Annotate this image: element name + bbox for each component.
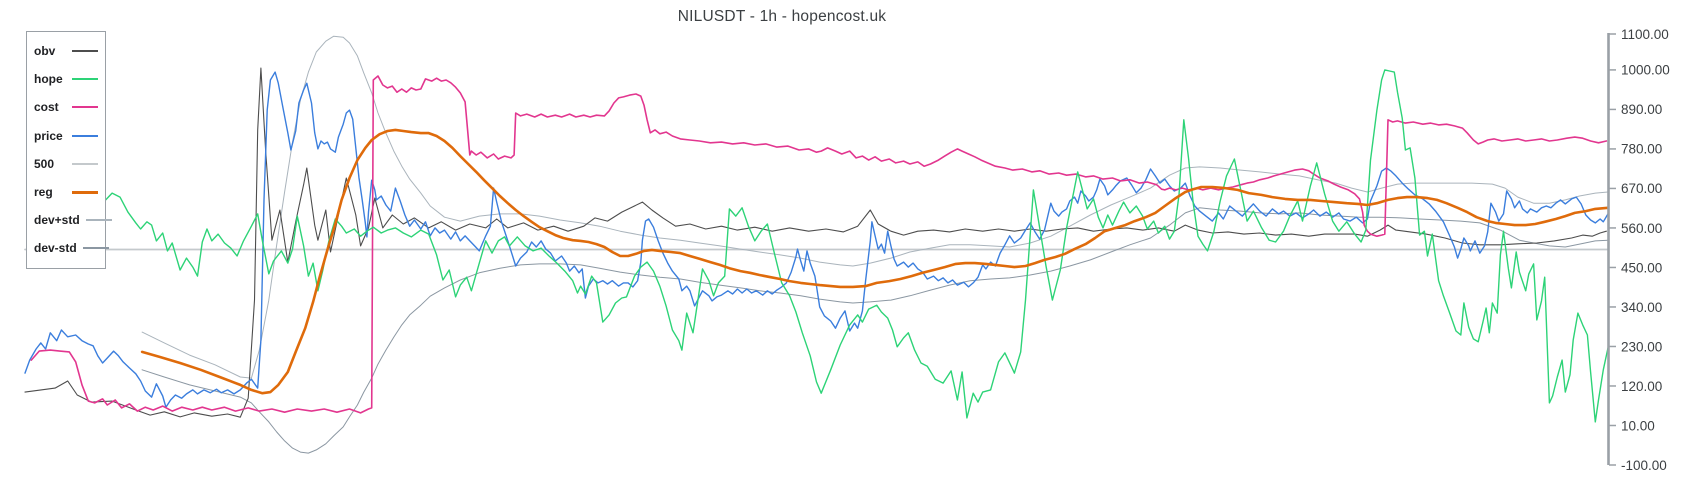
y-axis-tick-label: -100.00 <box>1621 458 1667 473</box>
y-axis-tick-label: 670.00 <box>1621 181 1662 196</box>
legend-item-price: price <box>34 122 98 150</box>
y-axis-tick-label: 450.00 <box>1621 260 1662 275</box>
legend-item-label: dev+std <box>34 213 80 228</box>
series-line-hope <box>104 69 1609 423</box>
legend-line-sample <box>82 247 109 250</box>
y-axis-tick-label: 120.00 <box>1621 379 1662 394</box>
legend-line-sample <box>72 162 98 165</box>
legend-line-sample <box>72 50 98 53</box>
chart-legend: obv hope cost price 500 reg dev+std dev-std <box>26 31 112 269</box>
series-line-obv <box>24 67 1607 418</box>
legend-line-sample <box>72 78 98 81</box>
y-axis-tick-label: 560.00 <box>1621 221 1662 236</box>
legend-line-sample <box>72 106 98 109</box>
legend-item-label: cost <box>34 100 59 115</box>
legend-item-cost: cost <box>34 93 98 121</box>
plot-area <box>24 35 1610 454</box>
legend-item-label: hope <box>34 72 63 87</box>
y-axis-tick-label: 1100.00 <box>1621 27 1669 42</box>
legend-item-dev+std: dev+std <box>34 206 112 234</box>
legend-line-sample <box>85 219 112 222</box>
series-line-dev+std <box>141 35 1609 379</box>
series-line-price <box>24 71 1609 408</box>
legend-item-dev-std: dev-std <box>34 234 109 262</box>
legend-item-label: dev-std <box>34 241 77 256</box>
y-axis-tick-label: 230.00 <box>1621 339 1662 354</box>
legend-item-label: 500 <box>34 156 55 171</box>
y-axis: 1100.00 1000.00 890.00 780.00 670.00 560.00 45… <box>1607 27 1670 473</box>
legend-item-500: 500 <box>34 150 98 178</box>
series-line-cost <box>30 75 1608 414</box>
y-axis-tick-label: 1000.00 <box>1621 63 1670 78</box>
chart-title: NILUSDT - 1h - hopencost.uk <box>677 8 887 25</box>
legend-item-obv: obv <box>34 37 98 65</box>
y-axis-tick-label: 890.00 <box>1621 102 1662 117</box>
y-axis-tick-label: 10.00 <box>1621 418 1655 433</box>
legend-item-label: reg <box>34 185 53 200</box>
series-line-dev-std <box>141 207 1609 454</box>
legend-line-sample <box>72 190 98 194</box>
legend-item-label: price <box>34 128 63 143</box>
legend-item-hope: hope <box>34 65 98 93</box>
legend-line-sample <box>72 134 98 137</box>
series-line-reg <box>140 128 1610 395</box>
y-axis-tick-label: 340.00 <box>1621 300 1662 315</box>
legend-item-label: obv <box>34 44 56 59</box>
legend-item-reg: reg <box>34 178 98 206</box>
y-axis-tick-label: 780.00 <box>1621 142 1662 157</box>
